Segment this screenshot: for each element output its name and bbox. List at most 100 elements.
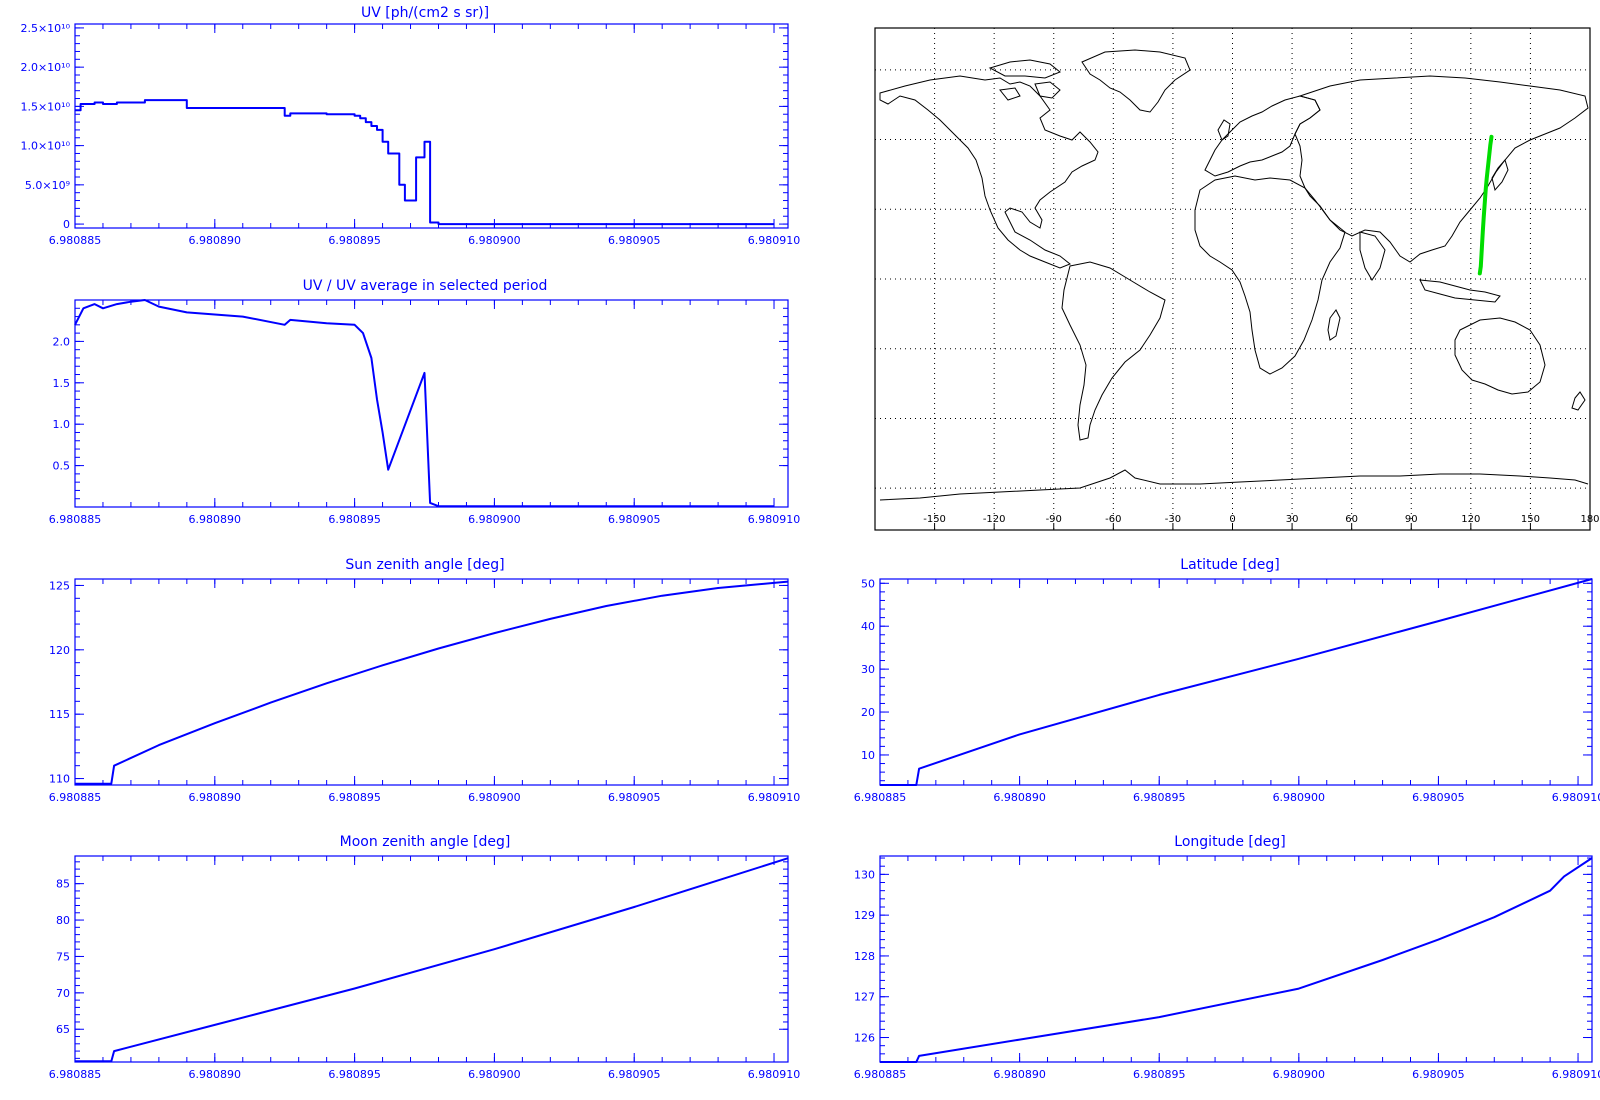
latitude-series bbox=[880, 578, 1593, 786]
uv-axes-frame bbox=[74, 23, 789, 229]
longitude-title: Longitude [deg] bbox=[1174, 834, 1285, 850]
x-tick-label: 6.980900 bbox=[1273, 791, 1326, 804]
uv-ratio-axes-frame bbox=[74, 299, 789, 508]
x-tick-label: 6.980890 bbox=[993, 791, 1046, 804]
x-tick-label: 6.980905 bbox=[1412, 791, 1465, 804]
y-tick-label: 40 bbox=[861, 620, 875, 633]
x-tick-label: 6.980890 bbox=[189, 234, 242, 247]
x-tick-label: 6.980885 bbox=[49, 513, 102, 526]
y-tick-label: 115 bbox=[49, 708, 70, 721]
coast-indonesia bbox=[1419, 279, 1501, 303]
orbit-track-line bbox=[1477, 134, 1494, 276]
x-tick-label: 6.980910 bbox=[748, 1068, 801, 1081]
x-tick-label: 6.980885 bbox=[854, 791, 907, 804]
coast-japan bbox=[1491, 158, 1509, 192]
x-tick-label: 6.980905 bbox=[608, 1068, 661, 1081]
coast-greenland bbox=[1081, 49, 1191, 113]
uv-series bbox=[75, 99, 774, 226]
map-tick-label: 180 bbox=[1580, 514, 1599, 525]
map-tick-label: 0 bbox=[1229, 514, 1235, 525]
coast-arctic-islands bbox=[988, 59, 1061, 101]
x-tick-label: 6.980900 bbox=[468, 1068, 521, 1081]
map-orbit-track bbox=[1477, 134, 1494, 276]
longitude-ticks: 6.980885 6.980890 6.980895 6.980900 6.980905… bbox=[854, 856, 1600, 1081]
longitude-axes-frame bbox=[879, 855, 1593, 1063]
x-tick-label: 6.980885 bbox=[49, 234, 102, 247]
x-tick-label: 6.980910 bbox=[748, 513, 801, 526]
y-tick-label: 70 bbox=[56, 987, 70, 1000]
coast-india bbox=[1359, 231, 1386, 281]
x-tick-label: 6.980900 bbox=[468, 791, 521, 804]
x-tick-label: 6.980910 bbox=[1552, 1068, 1600, 1081]
map-graticule bbox=[875, 28, 1590, 530]
y-tick-label: 2.5×10¹⁰ bbox=[20, 22, 70, 35]
uv-ratio-ticks: 6.980885 6.980890 6.980895 6.980900 6.980905… bbox=[49, 300, 801, 526]
x-tick-label: 6.980905 bbox=[1412, 1068, 1465, 1081]
x-tick-label: 6.980895 bbox=[1133, 1068, 1186, 1081]
x-tick-label: 6.980895 bbox=[1133, 791, 1186, 804]
latitude-ticks: 6.980885 6.980890 6.980895 6.980900 6.980905… bbox=[854, 577, 1600, 804]
uv-panel: UV [ph/(cm2 s sr)] 6.980885 6.980890 6.980… bbox=[20, 5, 800, 247]
x-tick-label: 6.980910 bbox=[748, 791, 801, 804]
map-tick-label: -150 bbox=[923, 514, 946, 525]
map-coastlines bbox=[879, 49, 1589, 501]
y-tick-label: 1.0×10¹⁰ bbox=[20, 140, 70, 153]
x-tick-label: 6.980910 bbox=[1552, 791, 1600, 804]
x-tick-label: 6.980890 bbox=[993, 1068, 1046, 1081]
x-tick-label: 6.980885 bbox=[49, 791, 102, 804]
map-tick-label: 150 bbox=[1521, 514, 1540, 525]
map-longitude-ticks: -150 -120 -90 -60 -30 0 30 60 90 120 150 180 bbox=[923, 514, 1600, 530]
moon-zenith-title: Moon zenith angle [deg] bbox=[340, 834, 511, 850]
uv-series-line bbox=[75, 99, 774, 226]
moon-zenith-ticks: 6.980885 6.980890 6.980895 6.980900 6.980905… bbox=[49, 856, 801, 1081]
y-tick-label: 0.5 bbox=[53, 460, 71, 473]
sun-zenith-axes-frame bbox=[74, 578, 789, 786]
y-tick-label: 110 bbox=[49, 773, 70, 786]
y-tick-label: 65 bbox=[56, 1023, 70, 1036]
y-tick-label: 126 bbox=[854, 1032, 875, 1045]
uv-ratio-panel: UV / UV average in selected period 6.980… bbox=[49, 278, 801, 526]
x-tick-label: 6.980890 bbox=[189, 1068, 242, 1081]
y-tick-label: 85 bbox=[56, 878, 70, 891]
longitude-axes-box bbox=[879, 855, 1593, 1063]
coast-uk bbox=[1217, 119, 1231, 141]
map-tick-label: 30 bbox=[1286, 514, 1299, 525]
x-tick-label: 6.980900 bbox=[468, 234, 521, 247]
x-tick-label: 6.980895 bbox=[328, 1068, 381, 1081]
x-tick-label: 6.980900 bbox=[1273, 1068, 1326, 1081]
x-tick-label: 6.980895 bbox=[328, 234, 381, 247]
moon-zenith-series-line bbox=[75, 857, 789, 1063]
map-tick-label: 90 bbox=[1405, 514, 1418, 525]
longitude-series bbox=[880, 857, 1593, 1063]
x-tick-label: 6.980910 bbox=[748, 234, 801, 247]
world-map-panel: -150 -120 -90 -60 -30 0 30 60 90 120 150 180 bbox=[874, 27, 1600, 531]
longitude-series-line bbox=[880, 857, 1593, 1063]
map-tick-label: 60 bbox=[1345, 514, 1358, 525]
y-tick-label: 75 bbox=[56, 950, 70, 963]
x-tick-label: 6.980905 bbox=[608, 513, 661, 526]
y-tick-label: 80 bbox=[56, 914, 70, 927]
y-tick-label: 129 bbox=[854, 909, 875, 922]
uv-ratio-axes-box bbox=[74, 299, 789, 508]
moon-zenith-panel: Moon zenith angle [deg] 6.980885 6.980890… bbox=[49, 834, 801, 1081]
y-tick-label: 2.0×10¹⁰ bbox=[20, 61, 70, 74]
coast-australia bbox=[1454, 317, 1546, 395]
y-tick-label: 10 bbox=[861, 749, 875, 762]
map-tick-label: 120 bbox=[1461, 514, 1480, 525]
x-tick-label: 6.980900 bbox=[468, 513, 521, 526]
moon-zenith-axes-frame bbox=[74, 855, 789, 1063]
y-tick-label: 20 bbox=[861, 706, 875, 719]
y-tick-label: 127 bbox=[854, 991, 875, 1004]
x-tick-label: 6.980895 bbox=[328, 513, 381, 526]
coast-new-zealand bbox=[1571, 391, 1586, 411]
y-tick-label: 128 bbox=[854, 950, 875, 963]
moon-zenith-series bbox=[75, 857, 789, 1063]
x-tick-label: 6.980895 bbox=[328, 791, 381, 804]
latitude-title: Latitude [deg] bbox=[1180, 557, 1279, 573]
y-tick-label: 5.0×10⁹ bbox=[25, 179, 70, 192]
sun-zenith-panel: Sun zenith angle [deg] 6.980885 6.980890 6… bbox=[49, 557, 801, 804]
moon-zenith-axes-box bbox=[74, 855, 789, 1063]
uv-ratio-series-line bbox=[74, 299, 774, 508]
uv-ticks: 6.980885 6.980890 6.980895 6.980900 6.980905… bbox=[20, 22, 800, 247]
